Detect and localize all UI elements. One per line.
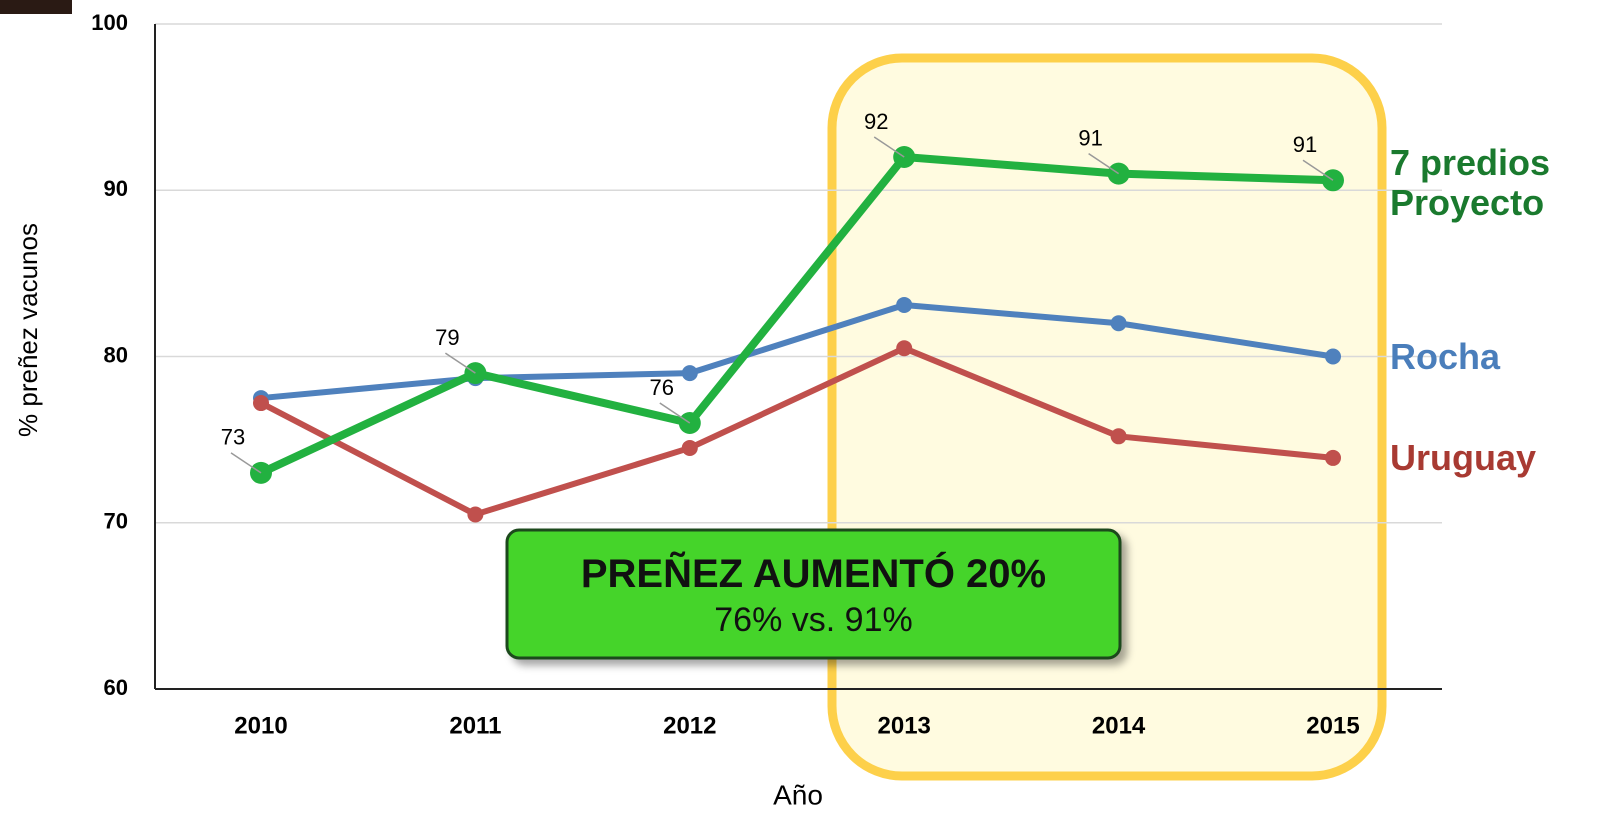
data-label: 76 xyxy=(650,375,674,400)
data-point xyxy=(896,340,913,357)
annotation-title: PREÑEZ AUMENTÓ 20% xyxy=(580,552,1047,596)
data-point xyxy=(1110,315,1127,332)
x-tick-label: 2014 xyxy=(1092,712,1146,739)
legend-label: 7 predios Proyecto xyxy=(1390,142,1551,224)
label-leader xyxy=(873,136,905,158)
annotation: PREÑEZ AUMENTÓ 20% 76% vs. 91% xyxy=(507,530,1120,658)
data-label: 73 xyxy=(221,425,245,450)
series-line xyxy=(260,301,1334,402)
data-label: 91 xyxy=(1078,125,1102,150)
y-tick-label: 70 xyxy=(104,509,128,534)
series-line xyxy=(259,345,1334,518)
x-tick-label: 2011 xyxy=(449,712,501,739)
data-point xyxy=(253,395,269,412)
data-label: 92 xyxy=(864,109,888,134)
y-tick-label: 90 xyxy=(104,176,128,201)
label-leader xyxy=(444,352,476,374)
data-label: 91 xyxy=(1293,132,1317,157)
x-tick-label: 2010 xyxy=(234,712,287,739)
data-point xyxy=(467,506,484,523)
data-point xyxy=(1325,348,1341,365)
x-axis-title: Año xyxy=(773,779,823,810)
x-tick-label: 2012 xyxy=(663,712,716,739)
annotation-box xyxy=(505,528,1122,660)
x-tick-label: 2015 xyxy=(1306,712,1359,739)
data-point xyxy=(681,439,698,456)
label-leader xyxy=(659,402,691,424)
y-axis-title: % preñez vacunos xyxy=(13,223,43,437)
annotation-subtitle: 76% vs. 91% xyxy=(714,601,913,639)
data-point xyxy=(681,365,698,382)
x-tick-label: 2013 xyxy=(878,712,931,739)
label-leader xyxy=(1088,153,1120,175)
legend-label: Uruguay xyxy=(1390,436,1537,478)
legend-label: Rocha xyxy=(1390,335,1501,377)
y-tick-label: 60 xyxy=(104,675,128,700)
corner-image xyxy=(0,0,72,14)
data-point xyxy=(1325,449,1341,466)
label-leader xyxy=(230,452,262,474)
label-leader xyxy=(1302,159,1334,181)
y-tick-label: 100 xyxy=(91,10,128,35)
data-label: 79 xyxy=(435,325,459,350)
y-tick-label: 80 xyxy=(104,342,128,367)
data-point xyxy=(1110,428,1127,445)
series-line xyxy=(259,153,1334,477)
data-point xyxy=(896,296,913,313)
